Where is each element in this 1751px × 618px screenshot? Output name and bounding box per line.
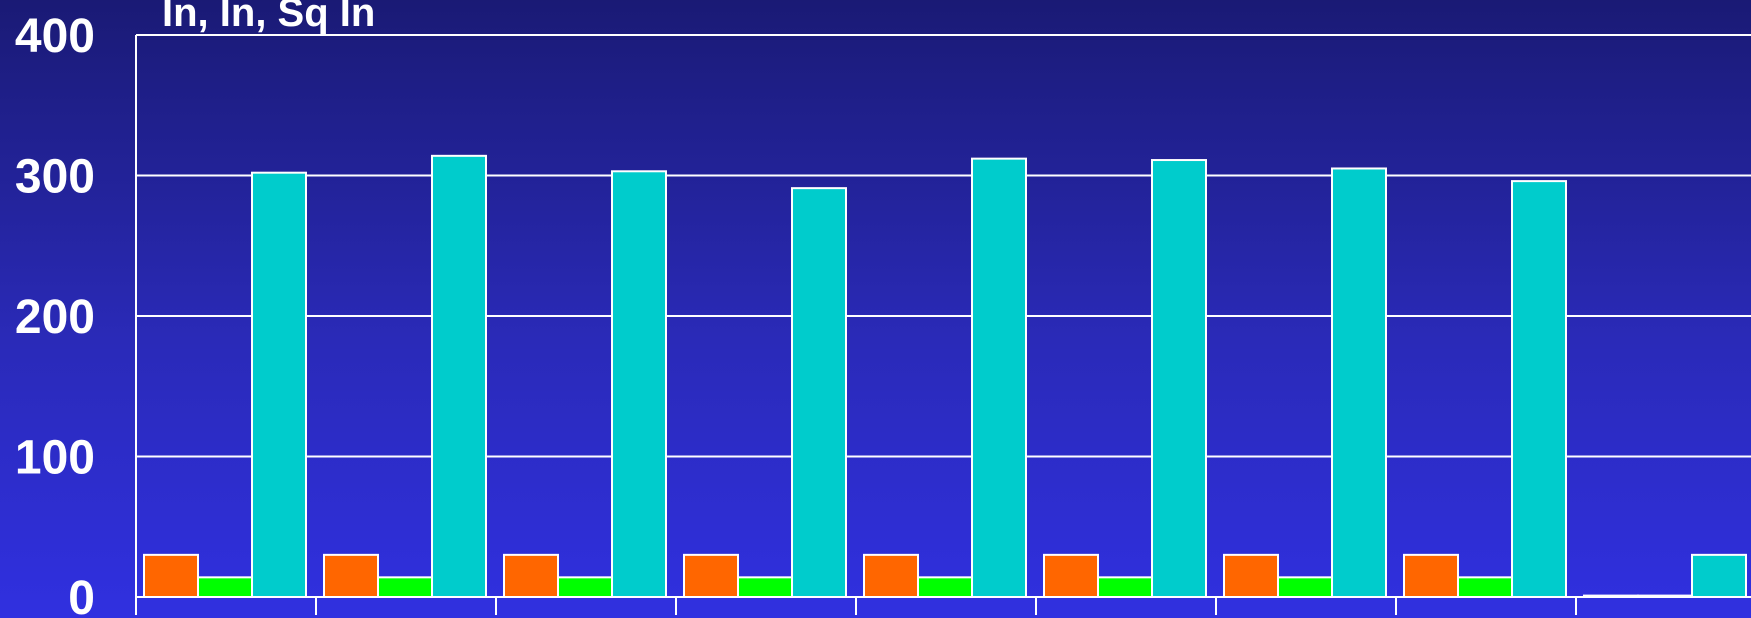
y-tick-label: 0 <box>68 572 95 618</box>
bar <box>143 553 199 598</box>
axes <box>135 35 1577 615</box>
bar <box>557 576 613 599</box>
bar <box>1691 553 1747 598</box>
bar <box>791 187 847 599</box>
bar <box>431 154 487 599</box>
bar <box>251 171 307 598</box>
y-tick-label: 200 <box>15 291 95 344</box>
bar <box>683 553 739 598</box>
bar <box>377 576 433 599</box>
bar <box>917 576 973 599</box>
y-tick-labels: 0 100 200 300 400 <box>15 10 95 618</box>
bar <box>1511 180 1567 598</box>
gridlines <box>136 34 1751 598</box>
bar <box>1637 594 1693 598</box>
bar <box>863 553 919 598</box>
y-tick-label: 400 <box>15 10 95 63</box>
bar <box>1457 576 1513 599</box>
y-tick-label: 300 <box>15 151 95 204</box>
bar <box>1331 167 1387 598</box>
bar <box>1403 553 1459 598</box>
y-tick-label: 100 <box>15 432 95 485</box>
bar <box>1151 159 1207 598</box>
bar <box>737 576 793 599</box>
bar <box>1097 576 1153 599</box>
bar <box>611 170 667 598</box>
bar <box>971 157 1027 598</box>
unit-label: In, In, Sq In <box>162 0 375 35</box>
bar <box>1277 576 1333 599</box>
bars <box>143 154 1747 599</box>
bar <box>323 553 379 598</box>
bar <box>1223 553 1279 598</box>
bar <box>1043 553 1099 598</box>
bar <box>503 553 559 598</box>
bar <box>1583 594 1639 598</box>
bar <box>197 576 253 599</box>
